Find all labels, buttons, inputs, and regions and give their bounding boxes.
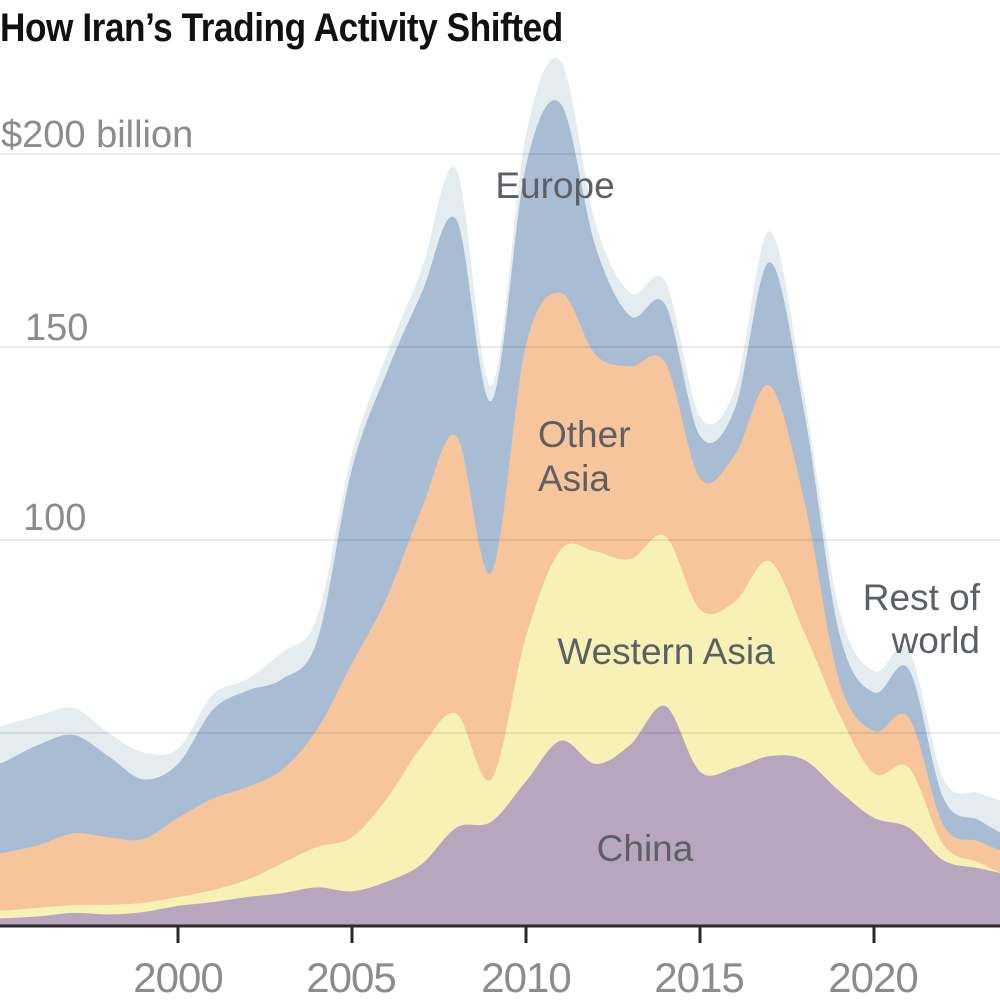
series-label-europe: Europe xyxy=(495,165,615,206)
series-label-rest-line2: world xyxy=(891,620,980,661)
series-label-china: China xyxy=(596,828,694,869)
x-axis-label-2000: 2000 xyxy=(133,954,223,1000)
area-china xyxy=(0,705,1000,926)
series-label-western-asia: Western Asia xyxy=(557,631,775,672)
area-band-group xyxy=(0,57,1000,926)
series-label-rest-of-world: Rest of world xyxy=(863,576,980,662)
series-label-rest-line1: Rest of xyxy=(862,577,980,618)
series-label-other-asia-line1: Other xyxy=(538,414,631,455)
x-axis-label-2015: 2015 xyxy=(654,954,744,1000)
y-axis-label-100: 100 xyxy=(23,497,87,539)
series-label-other-asia-line2: Asia xyxy=(538,458,610,499)
x-axis-label-2010: 2010 xyxy=(481,954,571,1000)
x-axis-label-2020: 2020 xyxy=(828,954,918,1000)
y-axis-label-200-billion: $200 billion xyxy=(1,114,194,156)
page-title: How Iran’s Trading Activity Shifted xyxy=(0,6,563,50)
y-axis-label-150: 150 xyxy=(25,307,89,349)
series-label-other-asia: Other Asia xyxy=(538,413,631,501)
x-axis-label-2005: 2005 xyxy=(306,954,396,1000)
